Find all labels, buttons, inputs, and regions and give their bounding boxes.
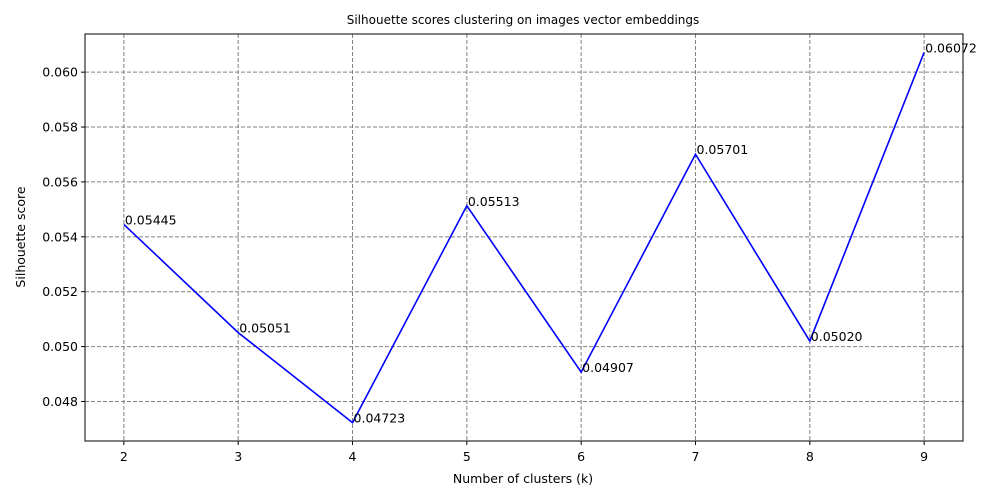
data-label: 0.04723 [354, 411, 406, 426]
y-axis-label: Silhouette score [13, 186, 28, 287]
y-tick-label: 0.060 [42, 65, 78, 80]
data-label: 0.05701 [696, 142, 748, 157]
chart-title: Silhouette scores clustering on images v… [347, 13, 700, 27]
x-axis-label: Number of clusters (k) [453, 471, 593, 486]
series-line [123, 52, 925, 424]
x-tick-label: 5 [463, 449, 471, 464]
data-label: 0.05020 [811, 329, 863, 344]
data-labels: 0.05445 0.05051 0.04723 0.05513 0.04907 0.057… [125, 40, 977, 425]
x-tick-label: 8 [806, 449, 814, 464]
x-tick-label: 4 [349, 449, 357, 464]
x-tick-label: 3 [234, 449, 242, 464]
plot-frame [84, 33, 964, 442]
grid [85, 34, 963, 441]
y-tick-label: 0.052 [42, 284, 78, 299]
y-tick-label: 0.050 [42, 339, 78, 354]
y-tick-label: 0.048 [42, 394, 78, 409]
y-tick-label: 0.054 [42, 229, 78, 244]
data-label: 0.05445 [125, 212, 177, 227]
x-tick-label: 6 [577, 449, 585, 464]
data-label: 0.05513 [468, 194, 520, 209]
x-tick-label: 7 [692, 449, 700, 464]
y-tick-label: 0.058 [42, 120, 78, 135]
data-label: 0.05051 [239, 321, 291, 336]
y-tick-label: 0.056 [42, 174, 78, 189]
axes: 2 3 4 5 6 7 8 9 0.048 0.050 0.052 0.054 0.056 0.058 0.… [42, 33, 964, 464]
data-label: 0.06072 [925, 40, 977, 55]
x-tick-label: 9 [920, 449, 928, 464]
series [123, 52, 925, 424]
data-label: 0.04907 [582, 360, 634, 375]
x-tick-label: 2 [120, 449, 128, 464]
